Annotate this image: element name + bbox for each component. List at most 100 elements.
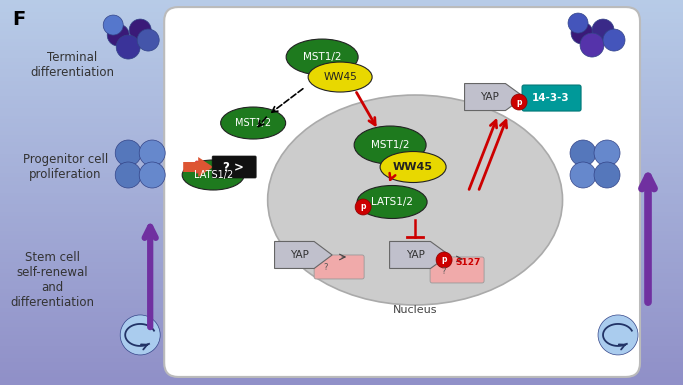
Bar (0, 257, 683, 262)
Polygon shape (464, 84, 524, 110)
Circle shape (592, 19, 614, 41)
Bar (0, 122, 683, 127)
Bar (0, 272, 683, 277)
Bar (0, 15, 683, 19)
FancyBboxPatch shape (212, 156, 256, 178)
Bar (0, 353, 683, 358)
Text: MST1/2: MST1/2 (235, 118, 271, 128)
Bar (0, 72, 683, 77)
Bar (0, 26, 683, 31)
Bar (0, 288, 683, 293)
Ellipse shape (380, 152, 446, 182)
Bar (0, 303, 683, 308)
Bar (0, 130, 683, 135)
Ellipse shape (268, 95, 563, 305)
Text: ?: ? (442, 268, 446, 276)
Bar (0, 299, 683, 304)
Bar (0, 230, 683, 235)
Bar (0, 118, 683, 123)
Bar (0, 307, 683, 312)
Bar (0, 318, 683, 323)
Bar (0, 88, 683, 92)
Bar (0, 172, 683, 177)
Text: MST1/2: MST1/2 (371, 140, 409, 150)
Bar (0, 69, 683, 73)
Bar (0, 222, 683, 227)
Bar (0, 191, 683, 196)
Ellipse shape (354, 126, 426, 164)
Bar (0, 322, 683, 327)
Bar (0, 3, 683, 8)
Bar (0, 180, 683, 185)
FancyBboxPatch shape (430, 257, 484, 283)
Text: YAP: YAP (290, 250, 309, 260)
Bar (0, 149, 683, 154)
Bar (0, 137, 683, 142)
Bar (0, 326, 683, 331)
Text: LATS1/2: LATS1/2 (193, 170, 233, 180)
Circle shape (603, 29, 625, 51)
Circle shape (436, 252, 452, 268)
Circle shape (594, 162, 620, 188)
Bar (0, 176, 683, 181)
Text: p: p (361, 203, 366, 211)
Circle shape (598, 315, 638, 355)
Bar (0, 95, 683, 100)
Text: F: F (12, 10, 25, 29)
Text: Progenitor cell
proliferation: Progenitor cell proliferation (23, 153, 108, 181)
Text: Nucleus: Nucleus (393, 305, 437, 315)
Text: Stem cell
self-renewal
and
differentiation: Stem cell self-renewal and differentiati… (10, 251, 94, 309)
Bar (0, 134, 683, 139)
Bar (0, 42, 683, 46)
Bar (0, 57, 683, 62)
Circle shape (107, 24, 129, 46)
Circle shape (115, 140, 141, 166)
Polygon shape (183, 157, 213, 177)
Bar (0, 61, 683, 65)
Bar (0, 145, 683, 150)
Ellipse shape (308, 62, 372, 92)
Bar (0, 203, 683, 208)
Bar (0, 276, 683, 281)
Bar (0, 53, 683, 58)
Circle shape (137, 29, 159, 51)
Text: ? >: ? > (223, 161, 244, 174)
Circle shape (355, 199, 371, 215)
FancyBboxPatch shape (522, 85, 581, 111)
Text: LATS1/2: LATS1/2 (371, 197, 413, 207)
Bar (0, 365, 683, 370)
Circle shape (570, 162, 596, 188)
Polygon shape (275, 241, 332, 268)
Bar (0, 38, 683, 42)
Bar (0, 376, 683, 381)
Bar (0, 234, 683, 239)
Text: WW45: WW45 (393, 162, 433, 172)
Bar (0, 91, 683, 96)
Bar (0, 65, 683, 69)
Bar (0, 84, 683, 89)
Ellipse shape (182, 160, 244, 190)
Circle shape (103, 15, 123, 35)
Bar (0, 295, 683, 300)
Bar (0, 18, 683, 23)
Bar (0, 103, 683, 108)
Ellipse shape (357, 186, 427, 219)
Bar (0, 284, 683, 289)
Bar (0, 380, 683, 385)
Bar (0, 349, 683, 354)
Bar (0, 0, 683, 4)
Bar (0, 361, 683, 366)
Ellipse shape (221, 107, 285, 139)
Circle shape (120, 315, 161, 355)
Bar (0, 315, 683, 320)
Bar (0, 341, 683, 346)
Bar (0, 164, 683, 169)
Bar (0, 264, 683, 269)
Text: S127: S127 (455, 258, 480, 268)
Bar (0, 184, 683, 189)
Bar (0, 161, 683, 166)
Bar (0, 45, 683, 50)
Circle shape (580, 33, 604, 57)
Text: 14-3-3: 14-3-3 (532, 93, 570, 103)
Bar (0, 11, 683, 15)
